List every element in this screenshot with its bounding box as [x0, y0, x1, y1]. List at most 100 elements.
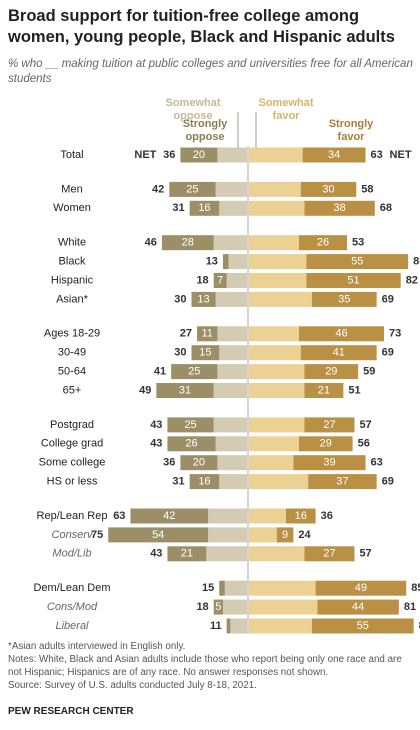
bar-somewhat-favor [249, 599, 318, 615]
net-label: 89 [419, 620, 420, 632]
net-label: 69 [382, 476, 394, 488]
bar-somewhat-oppose [226, 273, 247, 288]
bar-somewhat-favor [249, 508, 286, 524]
net-label: 18 [196, 274, 208, 286]
data-label: 49 [355, 582, 367, 594]
bar-strongly-oppose [219, 580, 225, 596]
bar-strongly-oppose [108, 527, 209, 543]
legend-entry: Strongly favor [328, 118, 374, 143]
data-label: 25 [188, 366, 200, 378]
legend-entry: Somewhat oppose [165, 97, 221, 122]
bar-somewhat-favor [249, 273, 307, 288]
net-label: 68 [380, 202, 392, 214]
bar-strongly-oppose [156, 383, 214, 398]
bar-strongly-oppose [169, 181, 216, 197]
net-label: 85 [411, 582, 420, 594]
bar-somewhat-favor [249, 455, 294, 471]
category-label: HS or less [47, 476, 98, 488]
net-label: 24 [298, 529, 311, 541]
bar-strongly-favor [293, 455, 366, 471]
data-label: 11 [202, 328, 213, 340]
bar-somewhat-oppose [217, 147, 247, 163]
bar-strongly-oppose [191, 291, 216, 307]
category-label: Conserv [52, 529, 94, 541]
net-label: 69 [382, 347, 394, 359]
category-label: Asian* [56, 293, 89, 305]
bar-strongly-oppose [180, 455, 218, 471]
note: Source: Survey of U.S. adults conducted … [8, 680, 257, 691]
legend-entry: Somewhat favor [258, 97, 314, 122]
bar-somewhat-oppose [219, 345, 247, 361]
data-label: 44 [352, 601, 364, 613]
data-label: 35 [338, 293, 350, 305]
data-label: 38 [334, 202, 346, 214]
chart-subtitle: % who __ making tuition at public colleg… [8, 58, 413, 85]
data-label: 29 [320, 438, 332, 450]
data-label: 54 [152, 529, 164, 541]
net-label: 30 [174, 347, 186, 359]
data-label: 26 [185, 438, 197, 450]
data-label: 21 [318, 384, 330, 396]
data-label: 46 [335, 328, 347, 340]
bar-strongly-oppose [197, 326, 218, 342]
bar-somewhat-favor [249, 254, 307, 270]
bar-strongly-favor [317, 599, 399, 615]
bar-somewhat-oppose [219, 200, 247, 216]
bar-somewhat-favor [249, 291, 312, 307]
bar-somewhat-favor [249, 618, 312, 634]
data-label: 55 [351, 256, 363, 268]
net-label: 63 [371, 457, 383, 469]
net-label: 59 [363, 366, 375, 378]
data-label: 41 [333, 347, 345, 359]
net-label: 69 [382, 293, 394, 305]
bar-strongly-favor [311, 618, 414, 634]
net-text: NET [134, 149, 156, 161]
bar-strongly-oppose [189, 200, 220, 216]
bar-somewhat-oppose [222, 599, 247, 615]
footer: PEW RESEARCH CENTER [8, 706, 134, 717]
data-label: 7 [217, 274, 223, 286]
bar-somewhat-favor [249, 345, 301, 361]
legend-entry: Strongly oppose [182, 118, 228, 143]
bar-strongly-oppose [171, 364, 218, 380]
bar-somewhat-oppose [228, 254, 247, 270]
data-label: 16 [295, 510, 307, 522]
data-label: 25 [184, 419, 196, 431]
data-label: 16 [198, 202, 210, 214]
bar-strongly-favor [315, 580, 407, 596]
bar-somewhat-oppose [217, 364, 247, 380]
bar-somewhat-favor [249, 200, 305, 216]
net-label: 36 [163, 149, 175, 161]
net-label: 31 [172, 476, 184, 488]
bar-strongly-oppose [180, 147, 218, 163]
net-label: 36 [163, 457, 175, 469]
bar-somewhat-favor [249, 436, 299, 452]
data-label: 55 [357, 620, 369, 632]
net-label: 63 [113, 510, 125, 522]
bar-strongly-oppose [189, 474, 220, 490]
bar-strongly-favor [304, 383, 344, 398]
data-label: 27 [323, 548, 335, 560]
bar-strongly-favor [311, 291, 377, 307]
net-label: 27 [180, 328, 192, 340]
bar-strongly-favor [300, 181, 357, 197]
bar-somewhat-oppose [213, 417, 247, 433]
data-label: 20 [193, 457, 205, 469]
net-label: 36 [321, 510, 333, 522]
data-label: 39 [323, 457, 335, 469]
bar-somewhat-oppose [213, 235, 247, 251]
bar-somewhat-oppose [213, 383, 247, 398]
category-label: Some college [39, 457, 106, 469]
note: *Asian adults interviewed in English onl… [8, 641, 186, 652]
bar-strongly-favor [304, 546, 355, 562]
category-label: Rep/Lean Rep [37, 510, 108, 522]
category-label: Hispanic [51, 274, 94, 286]
bar-strongly-favor [306, 273, 401, 288]
net-label: 49 [139, 384, 151, 396]
bar-strongly-favor [304, 364, 359, 380]
bar-strongly-favor [300, 345, 377, 361]
bar-somewhat-favor [249, 580, 316, 596]
net-label: 82 [406, 274, 418, 286]
bar-somewhat-oppose [224, 580, 247, 596]
category-label: Black [59, 256, 86, 268]
